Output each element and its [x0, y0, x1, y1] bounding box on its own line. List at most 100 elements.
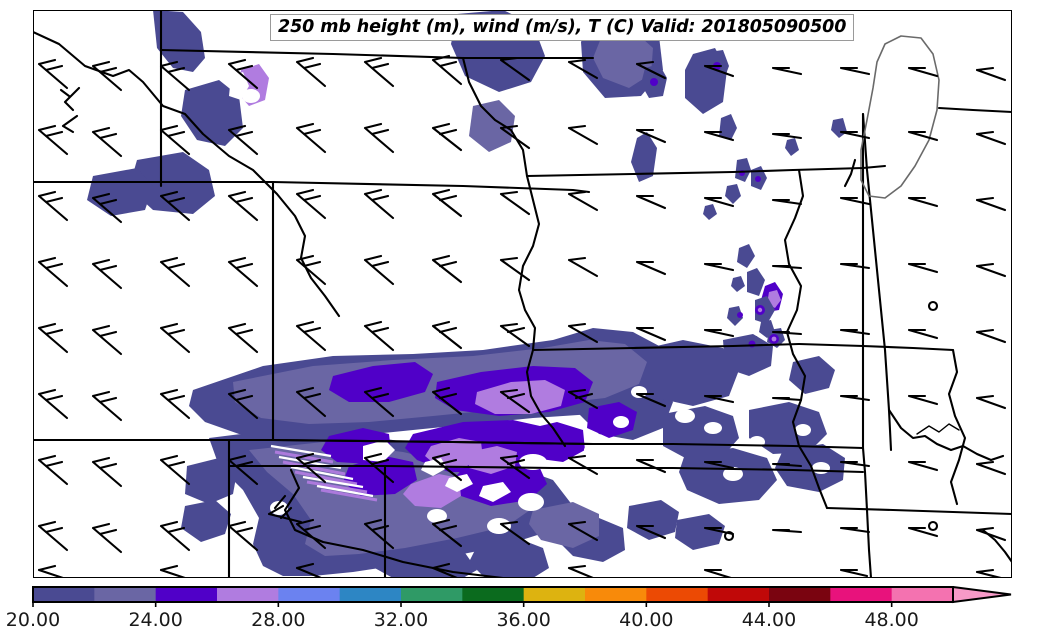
map-panel [33, 10, 1012, 578]
border-nd-sd [159, 48, 595, 60]
wind-barb [839, 196, 871, 206]
colorbar-segment [94, 587, 157, 602]
wind-barb [635, 194, 667, 210]
wind-barb [159, 256, 191, 288]
wind-barb [91, 126, 123, 158]
border-ne-ks [271, 438, 865, 450]
wind-barb [159, 454, 191, 486]
colorbar-segment [646, 587, 709, 602]
colorbar-segment [401, 587, 463, 602]
colorbar-extend-arrow [952, 586, 1012, 604]
wind-barb [227, 454, 259, 486]
border-continental-divide [33, 30, 341, 318]
wind-barb [227, 520, 259, 552]
wind-barb [635, 392, 667, 408]
wind-barb [567, 322, 599, 344]
wind-barb [295, 122, 327, 154]
wind-barb [839, 262, 871, 270]
colorbar-outline [32, 586, 954, 603]
wind-barb [907, 130, 939, 142]
wind-barb [703, 130, 735, 142]
border-mo-ar [797, 342, 955, 352]
border-mi-in [937, 106, 1012, 114]
wind-barb [839, 394, 871, 402]
wind-barb [363, 320, 395, 352]
wind-barb [363, 452, 395, 484]
wind-barb-calm [927, 300, 939, 312]
wind-barb [771, 462, 803, 468]
wind-barb [567, 58, 599, 80]
border-wi-mi [791, 164, 887, 172]
wind-barb [363, 518, 395, 550]
wind-barb [159, 520, 191, 552]
wind-barb [91, 192, 123, 224]
wind-barb [907, 196, 939, 208]
border-ks-ok [383, 464, 865, 474]
wind-barb [975, 568, 1003, 578]
border-ar-ms-mississippi [947, 348, 967, 506]
colorbar-tick-label: 44.00 [741, 609, 797, 631]
wind-barb [975, 130, 1007, 146]
colorbar-tick-label: 20.00 [5, 609, 61, 631]
wind-barb [159, 564, 187, 578]
border-ohio-river [887, 408, 1005, 462]
shading-filaments [274, 450, 378, 502]
wind-barb [771, 66, 803, 76]
wind-barb [363, 56, 395, 88]
colorbar: 20.00 24.00 28.00 32.00 36.00 40.00 44.00 48.00 [0, 586, 1041, 633]
wind-barb [363, 188, 395, 220]
wind-barb [907, 526, 939, 538]
wind-barb [91, 390, 123, 422]
wind-barb [703, 568, 733, 578]
wind-barb [91, 60, 123, 92]
border-il-mo-mississippi [783, 168, 829, 510]
wind-barb [635, 128, 667, 144]
wind-barb [567, 124, 599, 146]
wind-barb [59, 86, 81, 134]
wind-barb [975, 196, 1007, 212]
wind-barb [907, 66, 939, 78]
wind-barb [37, 564, 65, 578]
wind-barb [635, 524, 667, 540]
map-title-box: 250 mb height (m), wind (m/s), T (C) Val… [270, 14, 855, 41]
wind-barb [37, 124, 69, 156]
map-title-text: 250 mb height (m), wind (m/s), T (C) Val… [278, 17, 847, 37]
colorbar-segment [523, 587, 586, 602]
wind-barb [567, 256, 599, 278]
wind-barb [975, 328, 1007, 344]
wind-barb [227, 322, 259, 354]
wind-barb [635, 60, 667, 80]
colorbar-segment [33, 587, 95, 602]
wind-barb [227, 190, 259, 222]
wind-barb [703, 328, 735, 338]
wind-barb [37, 388, 69, 420]
wind-barb [159, 322, 191, 354]
wind-barb [975, 394, 1007, 410]
wind-barb [37, 454, 69, 486]
wind-barb [227, 388, 259, 420]
wind-barb [975, 66, 1007, 82]
wind-barb [567, 190, 599, 212]
wind-barb [499, 520, 531, 546]
colorbar-segments [33, 586, 1012, 604]
colorbar-tick-label: 32.00 [373, 609, 429, 631]
wind-barb [37, 190, 69, 222]
wind-barb [567, 388, 599, 410]
wind-barb [431, 188, 463, 218]
wind-barb [839, 526, 871, 534]
wind-barb [771, 528, 803, 534]
wind-barb [907, 394, 939, 406]
wind-barb [227, 124, 259, 156]
colorbar-tick-label: 36.00 [496, 609, 551, 631]
wind-barb [635, 326, 667, 342]
border-ne-ia-missouri-river [461, 56, 567, 448]
wind-barb [159, 190, 191, 222]
wind-barb [703, 460, 735, 470]
colorbar-tick-label: 40.00 [619, 609, 674, 631]
wind-barb [975, 460, 1007, 476]
wind-barb [703, 196, 735, 208]
wind-barb [159, 124, 191, 156]
wind-barb [295, 386, 327, 418]
wind-barb [771, 396, 803, 402]
lake-michigan [860, 35, 940, 199]
